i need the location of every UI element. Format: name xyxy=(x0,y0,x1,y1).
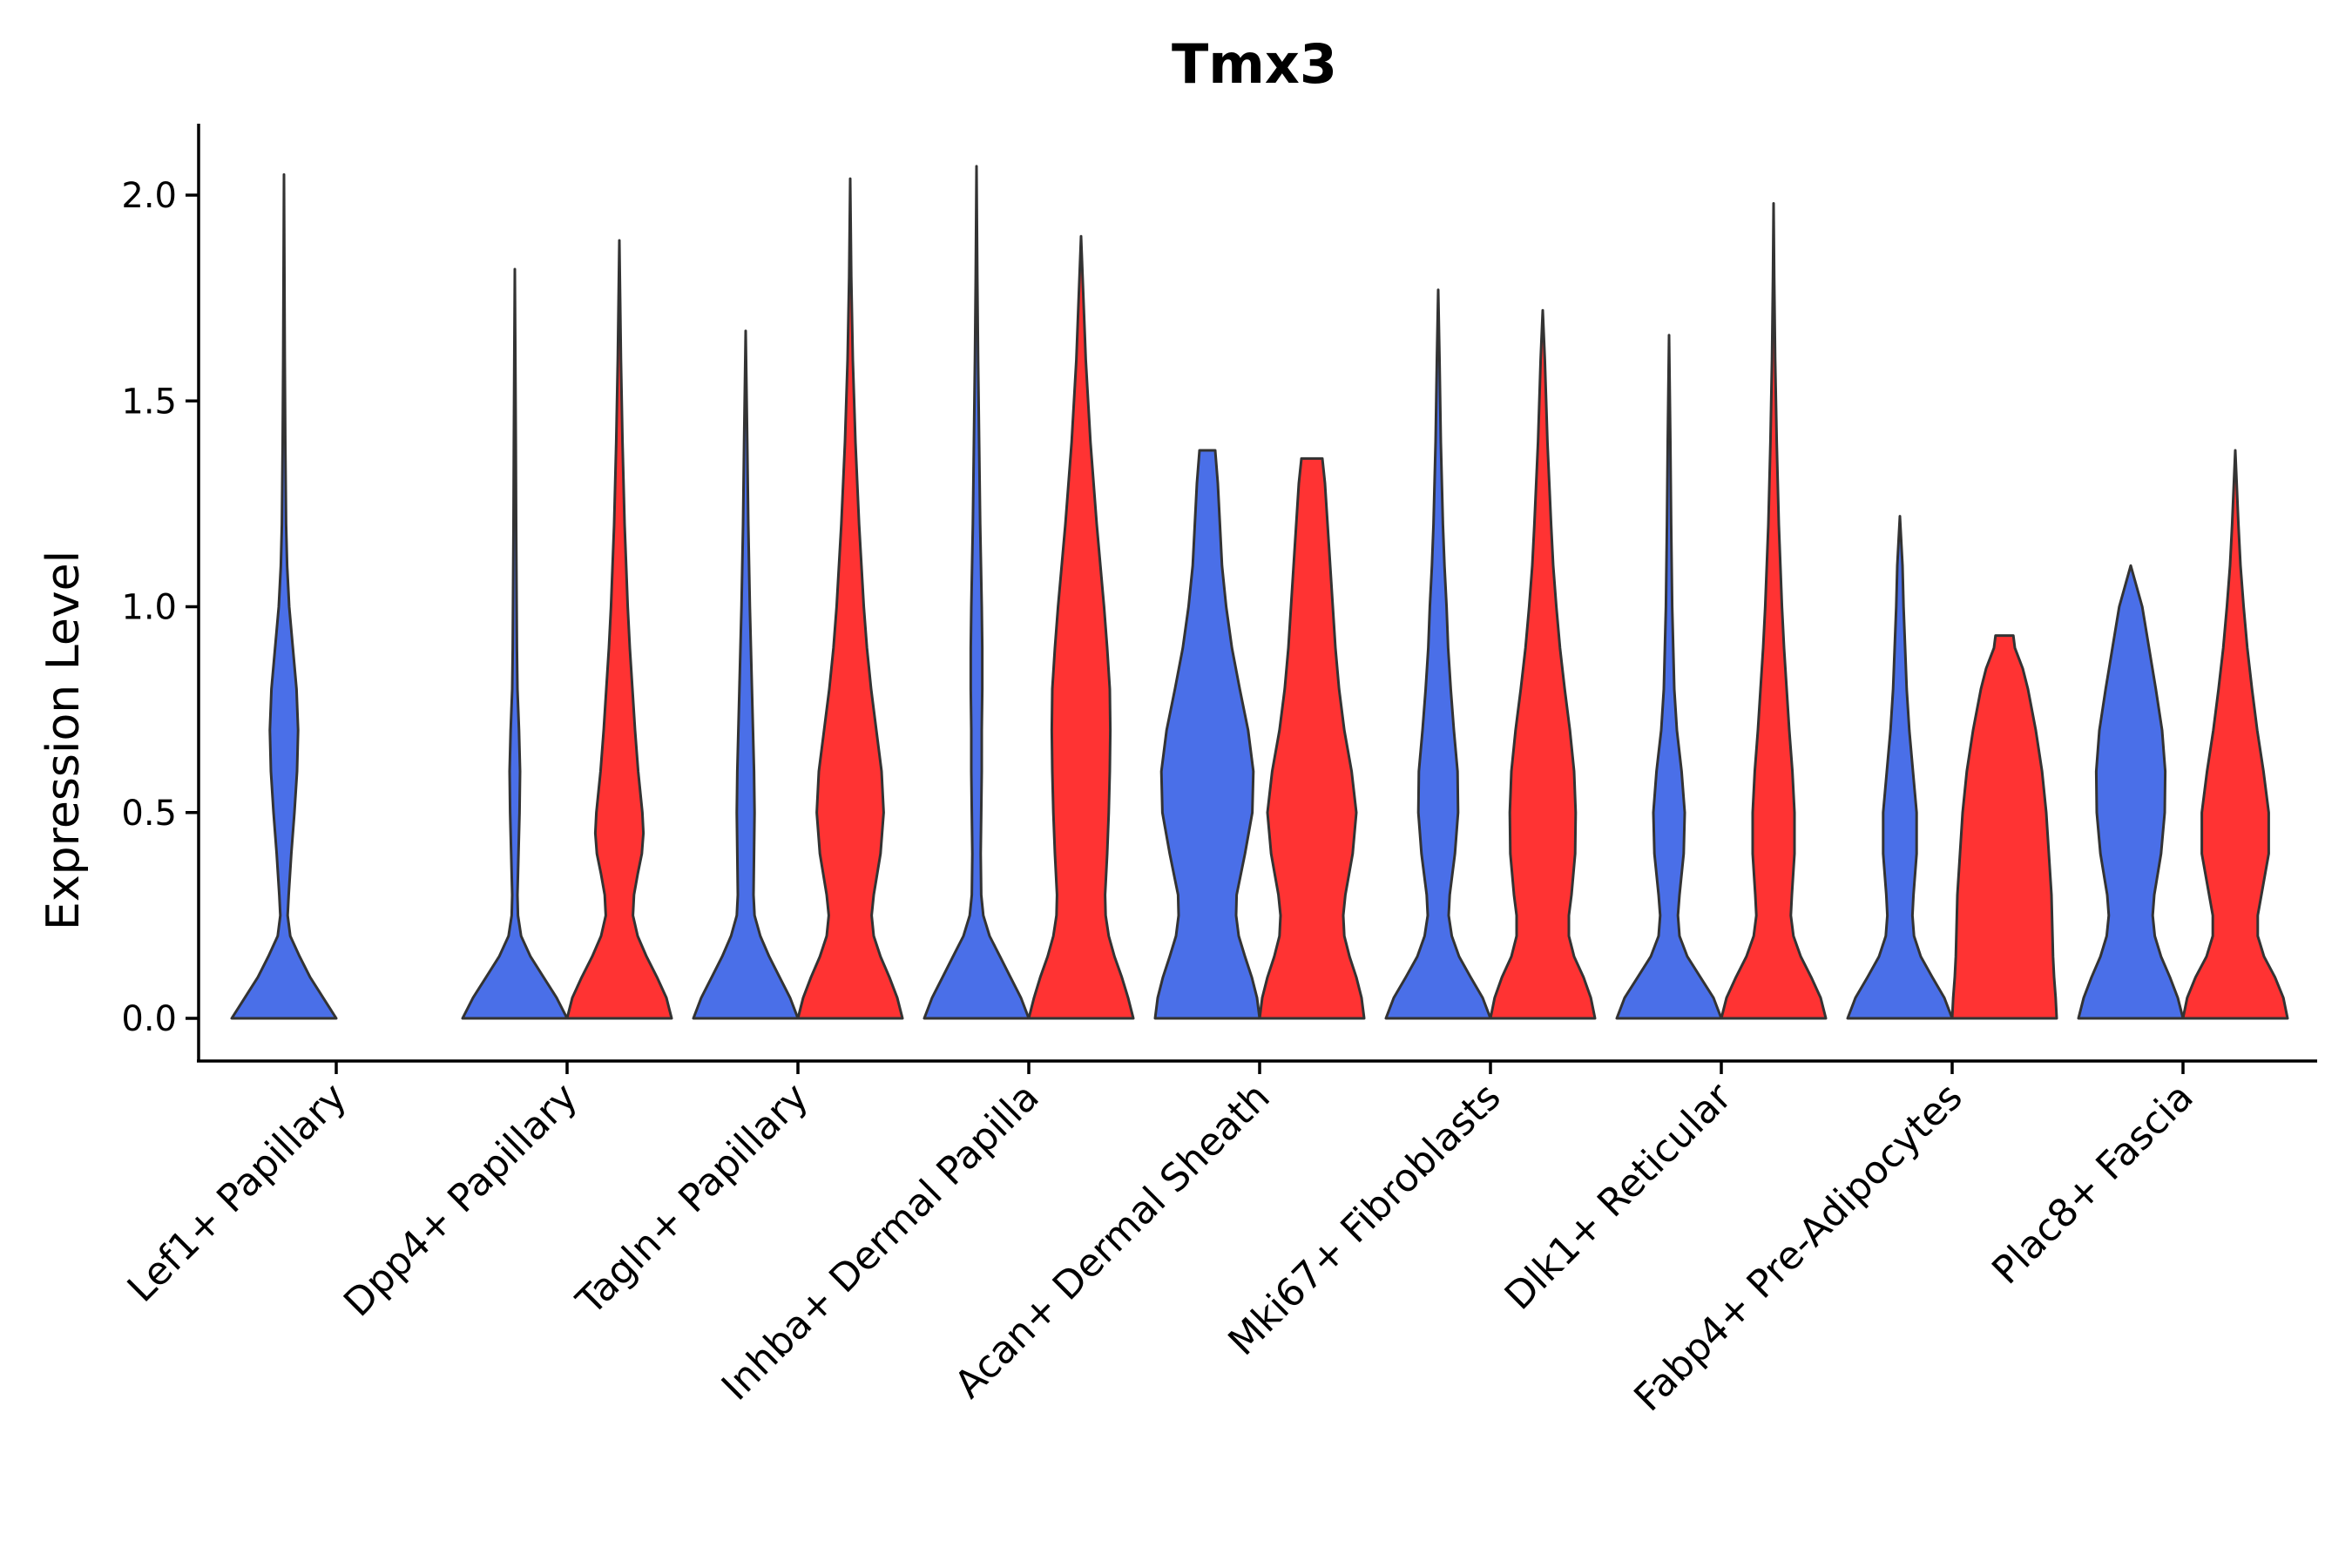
x-tick-label: Dpp4+ Papillary xyxy=(335,1075,586,1326)
violin-blue xyxy=(1615,334,1723,1020)
chart-title: Tmx3 xyxy=(1172,32,1337,96)
violins-layer xyxy=(230,165,2289,1020)
x-tick-label: Plac8+ Fascia xyxy=(1984,1075,2202,1294)
violin-red xyxy=(1950,634,2058,1020)
violin-red xyxy=(1489,308,1597,1020)
y-tick-label: 1.5 xyxy=(121,382,177,422)
y-axis-label: Expression Level xyxy=(37,551,90,930)
y-tick-label: 1.0 xyxy=(121,588,177,628)
y-ticks-layer: 0.0 0.5 1.0 1.5 2.0 xyxy=(121,176,199,1039)
violin-red xyxy=(2181,449,2289,1020)
violin-blue xyxy=(461,267,569,1020)
violin-blue xyxy=(692,329,800,1020)
y-tick-label: 0.5 xyxy=(121,794,177,834)
y-tick-label: 2.0 xyxy=(121,176,177,216)
x-tick-label: Lef1+ Papillary xyxy=(119,1075,355,1311)
violin-blue xyxy=(1153,449,1261,1020)
violin-red xyxy=(1027,234,1135,1020)
violin-red xyxy=(1720,202,1828,1020)
violin-blue xyxy=(2077,564,2185,1020)
violin-blue xyxy=(1384,288,1492,1020)
violin-red xyxy=(1258,456,1366,1020)
violin-red xyxy=(565,239,673,1020)
x-tick-label: Tagln+ Papillary xyxy=(568,1075,817,1324)
violin-blue xyxy=(923,165,1031,1020)
x-tick-label: Dlk1+ Reticular xyxy=(1497,1074,1741,1319)
violin-blue xyxy=(1846,515,1954,1020)
violin-red xyxy=(796,177,904,1020)
violin-blue xyxy=(230,172,338,1020)
y-tick-label: 0.0 xyxy=(121,999,177,1039)
